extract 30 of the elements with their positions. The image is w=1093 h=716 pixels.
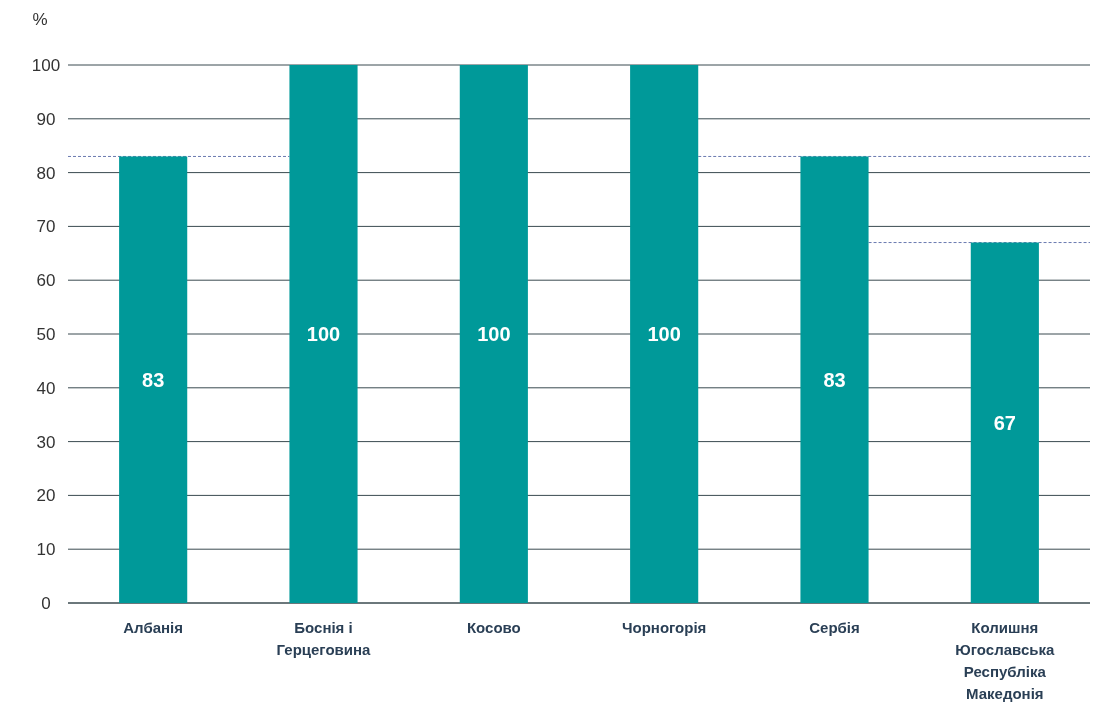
data-label: 83 (142, 368, 165, 391)
bar (630, 65, 699, 603)
bar (289, 65, 358, 603)
x-tick-label: Боснія і Герцеговина (276, 619, 372, 658)
y-tick-label: 100 (31, 55, 61, 75)
y-axis-title: % (32, 10, 48, 29)
x-tick-label: Чорногорія (621, 619, 707, 636)
x-tick-label: Колишня Югославська Республіка Македонія (955, 619, 1055, 702)
y-tick-label: 70 (36, 217, 56, 237)
y-tick-label: 20 (36, 486, 56, 506)
y-tick-label: 10 (36, 540, 56, 560)
data-label: 67 (993, 411, 1016, 434)
y-tick-label: 0 (41, 593, 51, 613)
y-tick-label: 60 (36, 271, 56, 291)
bar (459, 65, 528, 603)
bar (970, 242, 1039, 603)
y-tick-label: 80 (36, 163, 56, 183)
data-label: 83 (823, 368, 846, 391)
data-label: 100 (477, 323, 511, 345)
x-tick-label: Косово (466, 619, 521, 636)
bar (119, 156, 188, 603)
bar (800, 156, 869, 603)
y-tick-label: 40 (36, 378, 56, 398)
y-tick-label: 90 (36, 109, 56, 129)
y-tick-label: 30 (36, 432, 56, 452)
x-tick-label: Сербія (809, 619, 860, 636)
y-tick-label: 50 (36, 324, 56, 344)
data-label: 100 (306, 323, 341, 345)
x-tick-label: Албанія (123, 619, 184, 636)
data-label: 100 (647, 323, 681, 345)
